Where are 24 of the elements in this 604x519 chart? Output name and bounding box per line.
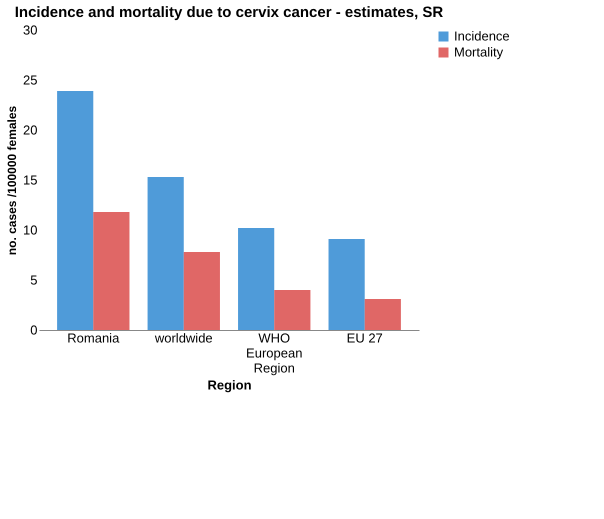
bar bbox=[274, 290, 310, 330]
y-tick-label: 25 bbox=[23, 72, 38, 88]
bar bbox=[364, 299, 401, 330]
y-tick-label: 20 bbox=[23, 122, 38, 138]
legend-label: Incidence bbox=[454, 28, 510, 44]
y-tick-label: 30 bbox=[23, 22, 38, 38]
x-tick-label: worldwide bbox=[154, 330, 213, 346]
bar bbox=[184, 252, 220, 330]
y-tick-label: 10 bbox=[23, 222, 38, 238]
legend-label: Mortality bbox=[454, 44, 504, 60]
x-tick-label: EU 27 bbox=[346, 330, 383, 346]
x-tick-label: WHO European Region bbox=[246, 330, 302, 376]
bar bbox=[148, 177, 184, 330]
bar bbox=[328, 239, 365, 330]
x-tick-label: Romania bbox=[67, 330, 120, 346]
y-axis-title: no. cases /100000 females bbox=[5, 105, 20, 256]
y-tick-label: 15 bbox=[23, 172, 38, 188]
y-tick-label: 0 bbox=[30, 322, 38, 338]
bar bbox=[57, 91, 94, 330]
y-tick-label: 5 bbox=[30, 272, 38, 288]
bar bbox=[238, 228, 274, 330]
x-axis-title: Region bbox=[207, 378, 252, 392]
chart-title: Incidence and mortality due to cervix cancer - estimates, SR bbox=[14, 4, 444, 21]
bar bbox=[93, 212, 130, 330]
